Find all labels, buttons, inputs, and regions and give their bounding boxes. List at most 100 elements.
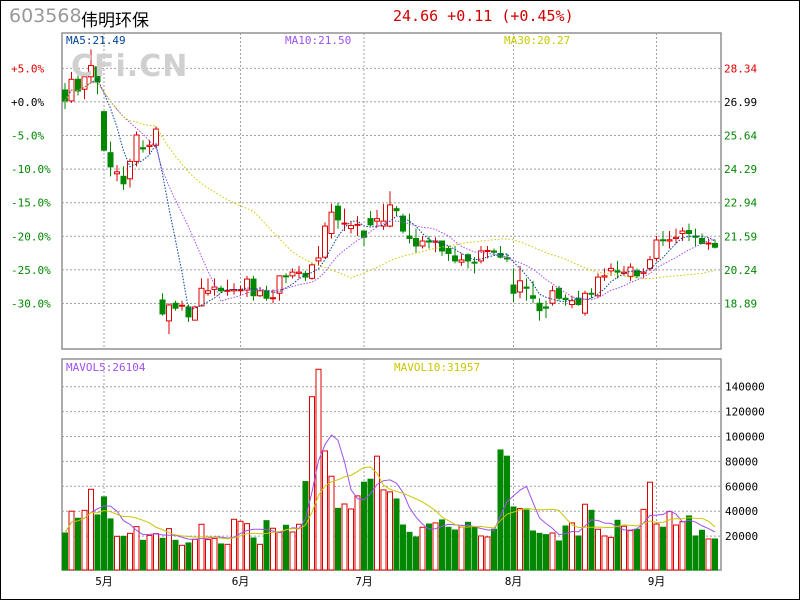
volume-bar xyxy=(198,523,205,571)
candle-body xyxy=(88,65,94,78)
volume-bar xyxy=(478,535,484,571)
candle-body xyxy=(647,259,653,269)
volume-bar xyxy=(458,526,465,571)
ma5-legend: MA5:21.49 xyxy=(66,34,126,47)
candle-body xyxy=(289,271,296,277)
volume-bar xyxy=(218,543,224,571)
volume-bar xyxy=(75,517,81,571)
volume-bar xyxy=(679,521,686,571)
volume-bar xyxy=(484,536,491,571)
volume-bar xyxy=(341,503,348,571)
volume-bar xyxy=(393,498,400,571)
candle-body xyxy=(335,205,341,221)
price-tick-label: 18.89 xyxy=(724,297,757,310)
volume-bar xyxy=(634,528,640,571)
volume-bar xyxy=(263,520,270,571)
volume-bar xyxy=(250,537,257,571)
candle-body xyxy=(322,225,328,258)
candle-body xyxy=(296,271,302,274)
candle-body xyxy=(660,239,666,242)
volume-tick-label: 80000 xyxy=(725,455,758,468)
ma10-legend: MA10:21.50 xyxy=(285,34,352,47)
candle-body xyxy=(354,223,361,226)
candle-body xyxy=(491,250,497,253)
volume-bar xyxy=(556,540,562,571)
candle-body xyxy=(484,249,491,252)
candle-body xyxy=(120,175,127,185)
price-tick-label: 26.99 xyxy=(724,96,757,109)
ma30-legend: MA30:20.27 xyxy=(504,34,571,47)
volume-bar xyxy=(192,538,198,571)
volume-bar xyxy=(244,523,250,571)
candle-body xyxy=(94,66,101,83)
candle-body xyxy=(374,218,380,222)
volume-bar xyxy=(257,543,263,571)
volume-bar xyxy=(127,532,133,571)
volume-bar xyxy=(666,511,673,571)
volume-bar xyxy=(582,503,588,571)
volume-bar xyxy=(543,534,549,571)
volume-bar xyxy=(224,543,231,571)
candle-body xyxy=(348,225,354,230)
volume-bar xyxy=(517,508,523,571)
volume-bar xyxy=(647,481,653,571)
volume-bar xyxy=(348,508,354,571)
price-panel-frame xyxy=(61,32,722,350)
percent-tick-label: -15.0% xyxy=(11,197,51,210)
volume-bar xyxy=(172,539,179,571)
candle-body xyxy=(218,287,224,292)
candle-body xyxy=(393,208,400,212)
price-tick-label: 25.64 xyxy=(724,130,757,143)
candle-body xyxy=(146,144,153,147)
volume-bar xyxy=(692,535,699,571)
volume-bar xyxy=(309,396,315,571)
volume-bar xyxy=(68,510,75,571)
candle-body xyxy=(140,147,146,150)
candle-body xyxy=(367,218,374,226)
candle-body xyxy=(387,204,393,227)
candle-body xyxy=(536,302,543,312)
volume-bar xyxy=(231,518,237,571)
volume-bar xyxy=(491,528,497,571)
volume-bar xyxy=(322,450,328,571)
candle-body xyxy=(595,276,601,297)
percent-tick-label: -10.0% xyxy=(11,163,51,176)
volume-bar xyxy=(523,509,530,571)
candle-body xyxy=(614,270,621,273)
volume-bar xyxy=(465,521,471,571)
candle-body xyxy=(185,306,192,318)
volume-bar xyxy=(445,526,452,571)
month-label: 5月 xyxy=(95,575,113,588)
volume-bar xyxy=(699,529,705,571)
percent-tick-label: +5.0% xyxy=(11,62,44,75)
candle-body xyxy=(133,134,140,162)
volume-bar xyxy=(296,523,302,571)
mavol10-legend: MAVOL10:31957 xyxy=(394,361,481,374)
volume-bar xyxy=(621,525,627,571)
volume-bar xyxy=(432,522,439,571)
volume-bar xyxy=(452,529,458,571)
volume-tick-label: 100000 xyxy=(725,431,765,444)
volume-bar xyxy=(569,522,575,571)
volume-bar xyxy=(660,526,666,571)
volume-bar xyxy=(640,508,647,571)
candle-body xyxy=(153,128,159,146)
volume-bar xyxy=(653,523,660,571)
candle-body xyxy=(62,89,68,102)
volume-tick-label: 20000 xyxy=(725,530,758,543)
candle-body xyxy=(101,111,107,151)
candle-body xyxy=(341,222,348,225)
watermark-logo: CFi.CN xyxy=(71,49,189,84)
candle-body xyxy=(686,230,692,235)
volume-bar xyxy=(627,530,634,571)
volume-bar xyxy=(289,531,296,571)
volume-bar xyxy=(62,532,68,571)
candle-body xyxy=(250,278,257,297)
price-quote: 24.66 +0.11 (+0.45%) xyxy=(393,7,574,25)
volume-bar xyxy=(549,532,556,571)
volume-bar xyxy=(354,495,361,571)
candle-body xyxy=(413,238,419,247)
volume-bar xyxy=(114,535,120,571)
